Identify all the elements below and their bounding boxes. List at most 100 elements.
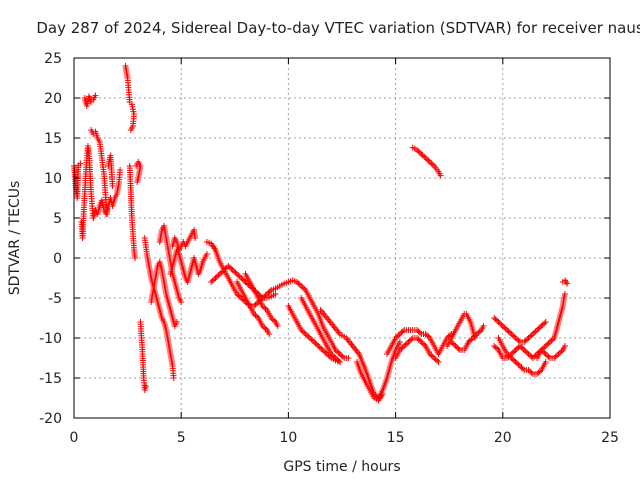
data-point: [506, 329, 513, 336]
data-point: [542, 359, 549, 365]
data-point: [516, 343, 523, 349]
data-point: [451, 341, 458, 348]
data-point: [296, 281, 303, 288]
data-point: [475, 329, 482, 336]
data-point: [274, 323, 281, 329]
data-point: [259, 303, 266, 309]
data-point: [468, 336, 475, 343]
data-point: [336, 359, 343, 365]
data-point: [203, 251, 210, 257]
data-point: [522, 337, 529, 344]
data-point: [539, 321, 546, 328]
plot-frame: [73, 57, 611, 419]
data-point: [424, 332, 431, 339]
data-point: [415, 328, 422, 335]
data-point: [269, 316, 276, 323]
data-point: [505, 353, 512, 360]
data-point: [429, 353, 436, 360]
data-point: [271, 317, 278, 324]
data-point: [518, 344, 525, 351]
data-point: [418, 151, 425, 157]
x-tick-label: 10: [279, 430, 297, 446]
data-point: [515, 337, 522, 344]
data-point: [338, 352, 345, 359]
data-point: [471, 333, 478, 340]
data-point: [437, 172, 444, 179]
data-point: [416, 149, 423, 156]
data-point: [511, 333, 518, 340]
data-point: [511, 348, 518, 355]
data-point: [218, 269, 225, 276]
data-point: [541, 349, 548, 356]
data-point: [308, 336, 315, 343]
data-point: [399, 328, 406, 335]
data-point: [312, 340, 319, 347]
data-point: [261, 293, 268, 300]
data-point: [542, 343, 549, 349]
data-point: [455, 345, 462, 352]
y-tick-label: 15: [44, 131, 62, 147]
data-point: [419, 152, 426, 159]
chart-title: Day 287 of 2024, Sidereal Day-to-day VTE…: [36, 19, 640, 37]
data-point: [77, 160, 84, 167]
data-point: [318, 345, 325, 352]
data-point: [398, 345, 405, 352]
data-point: [528, 332, 535, 339]
data-point: [498, 321, 505, 328]
data-point: [504, 327, 511, 333]
data-point: [117, 167, 124, 173]
data-point: [332, 355, 339, 361]
data-point: [514, 345, 521, 352]
data-point: [512, 347, 519, 353]
data-point: [434, 357, 441, 364]
data-point: [511, 357, 518, 364]
data-point: [239, 276, 246, 283]
data-point: [558, 348, 565, 355]
data-point: [465, 339, 472, 345]
data-point: [192, 235, 199, 241]
data-point: [232, 269, 239, 276]
data-point: [408, 336, 415, 343]
data-point: [142, 383, 149, 389]
data-point: [209, 277, 216, 284]
data-point: [306, 335, 313, 341]
y-tick-label: -15: [39, 371, 62, 387]
data-point: [268, 315, 275, 321]
data-point: [508, 351, 515, 357]
data-point: [303, 332, 310, 339]
x-tick-label: 5: [177, 430, 186, 446]
data-point: [426, 351, 433, 357]
data-point: [392, 335, 399, 341]
data-point: [252, 301, 259, 308]
data-point: [309, 337, 316, 344]
data-point: [548, 337, 555, 344]
data-point: [516, 363, 523, 369]
data-point: [415, 148, 422, 155]
data-point: [212, 275, 219, 281]
data-point: [92, 92, 99, 99]
data-point: [414, 335, 421, 341]
data-point: [259, 323, 266, 329]
data-point: [339, 353, 346, 360]
data-point: [239, 296, 246, 303]
data-point: [529, 331, 536, 337]
data-point: [525, 351, 532, 357]
data-point: [395, 332, 402, 339]
y-tick-label: 20: [44, 91, 62, 107]
data-point: [532, 328, 539, 335]
data-point: [522, 348, 529, 355]
data-point: [546, 339, 553, 345]
data-point: [555, 351, 562, 357]
data-point: [134, 179, 141, 185]
data-point: [524, 336, 531, 343]
data-point: [429, 161, 436, 168]
data-point: [295, 280, 302, 287]
data-point: [538, 323, 545, 329]
data-point: [262, 305, 269, 312]
data-point: [208, 279, 215, 285]
data-point: [535, 369, 542, 376]
data-point: [466, 337, 473, 344]
data-point: [406, 337, 413, 344]
data-point: [432, 356, 439, 363]
